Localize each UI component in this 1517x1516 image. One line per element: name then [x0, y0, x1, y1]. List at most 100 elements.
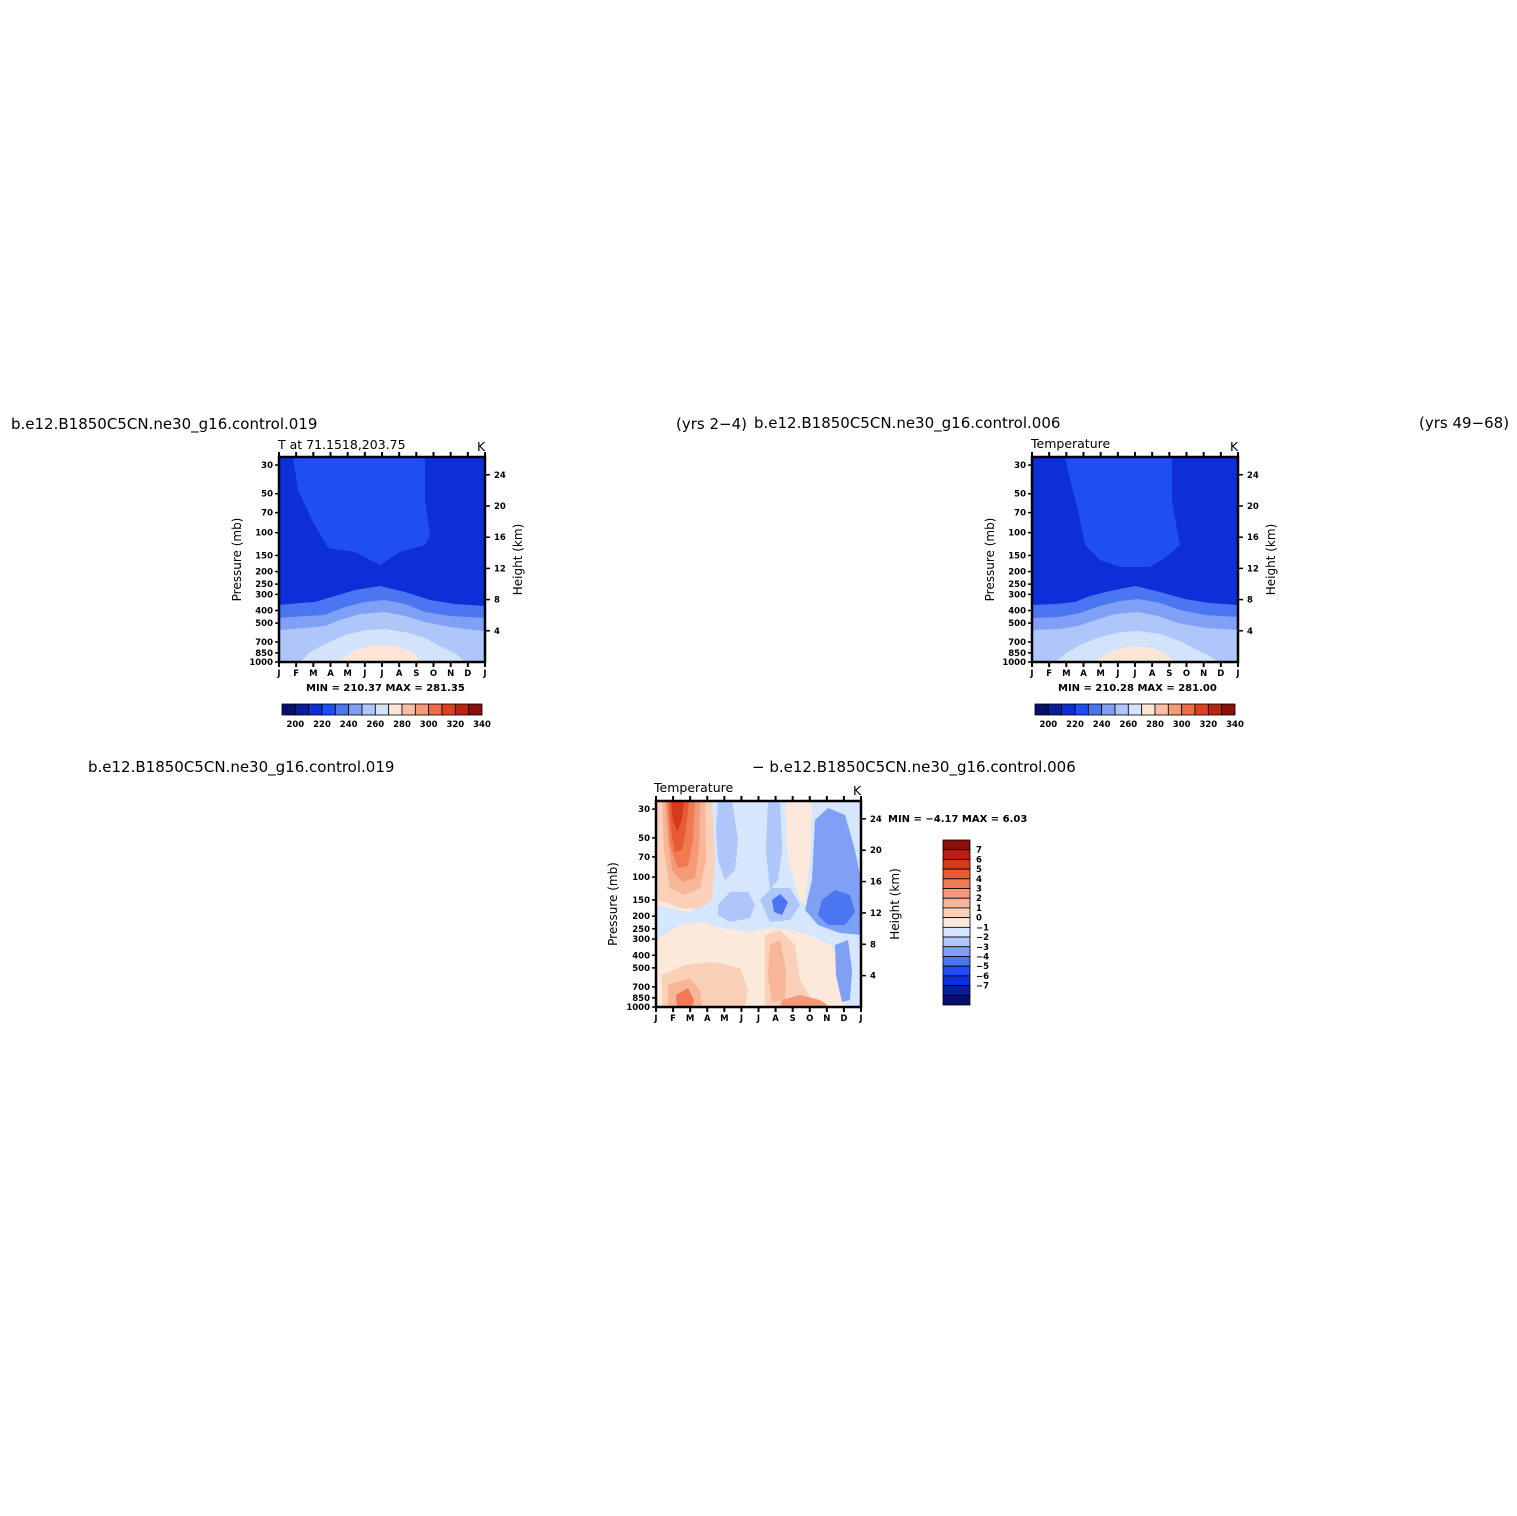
panel1-contour-230 — [293, 457, 430, 565]
colorbar-label: 1 — [976, 904, 982, 914]
colorbar-box — [942, 965, 971, 977]
panel1-left-title: T at 71.1518,203.75 — [277, 437, 406, 452]
colorbar-label: 280 — [1146, 720, 1164, 730]
panel3-contour-pos2c — [768, 940, 786, 1002]
colorbar-label: 320 — [446, 720, 464, 730]
panel3-contour-pos4b — [676, 988, 694, 1007]
y-tick-label: 50 — [261, 490, 273, 500]
y-right-tick-label: 20 — [1247, 502, 1259, 512]
panel1-case-title: b.e12.B1850C5CN.ne30_g16.control.019 — [11, 415, 317, 434]
colorbar-label: 220 — [313, 720, 331, 730]
colorbar-box — [454, 703, 470, 716]
x-tick-label: A — [1080, 669, 1087, 679]
colorbar-label: 240 — [340, 720, 358, 730]
y-tick-label: 30 — [638, 805, 650, 815]
colorbar-box — [1101, 703, 1116, 716]
colorbar-box — [942, 917, 971, 928]
colorbar-label: 340 — [1226, 720, 1244, 730]
y-right-tick-label: 16 — [494, 533, 506, 543]
colorbar-box — [441, 703, 456, 716]
panel2-colorbar: 200 220 240 260 280 300 320 340 — [1034, 703, 1244, 730]
y-right-tick-label: 16 — [1247, 533, 1259, 543]
panel2-unit: K — [1230, 439, 1239, 454]
y-tick-label: 300 — [1008, 590, 1026, 600]
panel1-years: (yrs 2−4) — [676, 415, 747, 433]
colorbar-box — [388, 703, 403, 716]
x-tick-label: A — [1149, 669, 1156, 679]
x-tick-label: A — [396, 669, 403, 679]
y-tick-label: 700 — [632, 983, 650, 993]
y-tick-label: 30 — [261, 461, 273, 471]
colorbar-label: 4 — [976, 875, 982, 885]
colorbar-box — [942, 956, 971, 967]
colorbar-box — [294, 703, 310, 716]
colorbar-box — [414, 703, 430, 716]
y-right-tick-label: 12 — [1247, 564, 1259, 574]
colorbar-box — [1167, 703, 1183, 716]
colorbar-label: 7 — [976, 846, 982, 856]
panel3-contour-neg2a — [716, 801, 738, 880]
panel3-contour-neg4 — [818, 890, 855, 925]
x-tick-label: M — [720, 1014, 728, 1024]
panel2-minmax: MIN = 210.28 MAX = 281.00 — [1058, 683, 1217, 694]
colorbar-box — [1154, 703, 1169, 716]
x-tick-label: J — [1235, 669, 1239, 679]
y-tick-label: 100 — [632, 873, 650, 883]
x-tick-label: N — [1200, 669, 1207, 679]
y-tick-label: 700 — [1008, 638, 1026, 648]
colorbar-box — [1114, 703, 1129, 716]
y-tick-label: 150 — [1008, 551, 1026, 561]
panel2-contour-230 — [1065, 457, 1180, 567]
y-right-tick-label: 24 — [494, 471, 506, 481]
colorbar-box — [1074, 703, 1089, 716]
panel3-contour-neg2c — [718, 892, 755, 922]
colorbar-label: 240 — [1093, 720, 1111, 730]
colorbar-label: 340 — [473, 720, 491, 730]
y-tick-label: 200 — [1008, 568, 1026, 578]
colorbar-box — [942, 946, 971, 957]
colorbar-box — [942, 897, 971, 909]
colorbar-box — [942, 839, 971, 851]
panel2-contour-280 — [1095, 646, 1175, 662]
panel3-minmax: MIN = −4.17 MAX = 6.03 — [888, 814, 1027, 825]
y-tick-label: 1000 — [626, 1003, 650, 1013]
colorbar-label: −2 — [976, 933, 989, 943]
colorbar-label: 3 — [976, 885, 982, 895]
y-tick-label: 200 — [632, 912, 650, 922]
x-tick-label: J — [362, 669, 366, 679]
y-right-tick-label: 24 — [1247, 471, 1259, 481]
y-tick-label: 100 — [1008, 529, 1026, 539]
x-tick-label: S — [790, 1014, 796, 1024]
colorbar-label: −6 — [976, 972, 989, 982]
panel3-case-a-title: b.e12.B1850C5CN.ne30_g16.control.019 — [88, 758, 394, 777]
colorbar-box — [1194, 703, 1209, 716]
colorbar-label: 2 — [976, 894, 982, 904]
colorbar-box — [348, 703, 363, 716]
colorbar-label: 260 — [366, 720, 384, 730]
colorbar-box — [942, 888, 971, 899]
panel3-contour-pos0b — [790, 801, 812, 860]
y-tick-label: 400 — [1008, 607, 1026, 617]
y-tick-label: 150 — [632, 896, 650, 906]
panel3-left-title: Temperature — [653, 780, 733, 795]
x-tick-label: S — [413, 669, 419, 679]
panel2-left-title: Temperature — [1030, 436, 1110, 451]
x-tick-label: O — [430, 669, 437, 679]
colorbar-box — [321, 703, 336, 716]
colorbar-label: −4 — [976, 952, 989, 962]
x-tick-label: F — [670, 1014, 676, 1024]
x-tick-label: M — [309, 669, 317, 679]
x-tick-label: N — [823, 1014, 830, 1024]
y-tick-label: 200 — [255, 568, 273, 578]
colorbar-box — [1047, 703, 1063, 716]
y-tick-label: 300 — [632, 935, 650, 945]
colorbar-label: 220 — [1066, 720, 1084, 730]
colorbar-label: 320 — [1199, 720, 1217, 730]
y-tick-label: 150 — [255, 551, 273, 561]
x-tick-label: N — [447, 669, 454, 679]
panel1-axes: J F M A M J J A S O N D J305070100150200250300400500… — [230, 452, 525, 679]
colorbar-box — [401, 703, 416, 716]
panel3-contour-neg2b — [766, 801, 782, 890]
panel1-contour-280 — [338, 645, 422, 662]
x-tick-label: J — [858, 1014, 862, 1024]
